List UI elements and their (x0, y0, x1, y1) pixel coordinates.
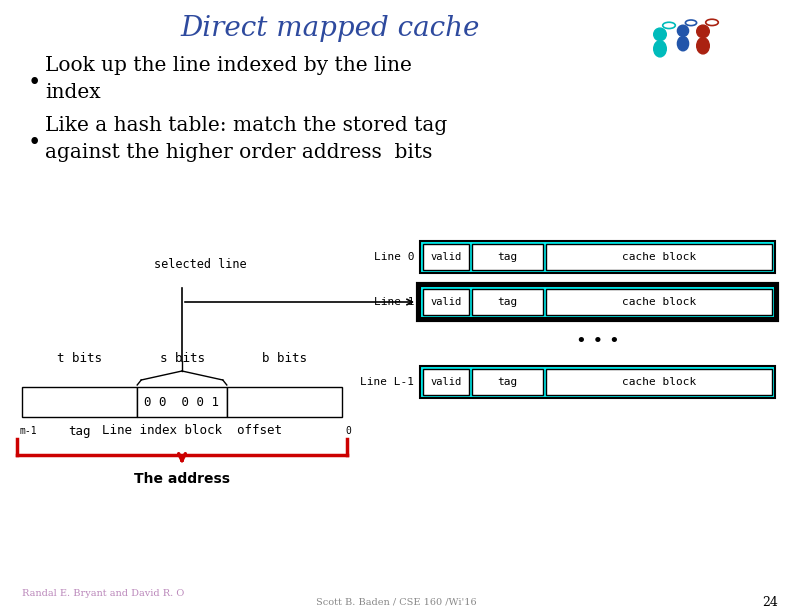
Text: cache block: cache block (622, 252, 696, 262)
Bar (546, 369, 772, 395)
Text: cache block: cache block (622, 377, 696, 387)
Circle shape (677, 25, 688, 36)
Text: The address: The address (134, 472, 230, 486)
Text: Line 1: Line 1 (374, 297, 414, 307)
Bar (472, 369, 543, 395)
Text: Scott B. Baden / CSE 160 /Wi'16: Scott B. Baden / CSE 160 /Wi'16 (316, 597, 476, 606)
Bar (420, 286, 775, 318)
Text: Direct mapped cache: Direct mapped cache (181, 15, 480, 42)
Ellipse shape (697, 38, 710, 54)
Text: Line index block  offset: Line index block offset (102, 425, 282, 438)
Text: tag: tag (497, 377, 518, 387)
Circle shape (653, 28, 666, 41)
Text: 24: 24 (762, 595, 778, 608)
Circle shape (697, 25, 710, 38)
Text: •: • (28, 70, 41, 94)
Text: t bits: t bits (57, 353, 102, 365)
Text: b bits: b bits (262, 353, 307, 365)
Text: tag: tag (68, 425, 91, 438)
Text: Look up the line indexed by the line
index: Look up the line indexed by the line ind… (45, 56, 412, 102)
Ellipse shape (663, 22, 676, 29)
Bar (472, 244, 543, 270)
Bar (137, 387, 227, 417)
Ellipse shape (706, 19, 718, 26)
Bar (420, 366, 775, 398)
Text: m-1: m-1 (20, 426, 38, 436)
Text: •: • (28, 130, 41, 154)
Text: valid: valid (430, 252, 462, 262)
Text: s bits: s bits (159, 353, 204, 365)
Text: Line 0: Line 0 (374, 252, 414, 262)
Bar (423, 289, 469, 315)
Bar (423, 244, 469, 270)
Text: 0 0  0 0 1: 0 0 0 0 1 (144, 395, 219, 408)
Bar (227, 387, 342, 417)
Bar (423, 369, 469, 395)
Text: 0: 0 (345, 426, 351, 436)
Bar (22, 387, 137, 417)
Bar (420, 241, 775, 273)
Text: valid: valid (430, 297, 462, 307)
Ellipse shape (677, 36, 688, 51)
Text: Line L-1: Line L-1 (360, 377, 414, 387)
Text: Like a hash table: match the stored tag
against the higher order address  bits: Like a hash table: match the stored tag … (45, 116, 447, 162)
Text: selected line: selected line (154, 258, 246, 271)
Bar (546, 289, 772, 315)
Bar (472, 289, 543, 315)
Text: tag: tag (497, 297, 518, 307)
Text: valid: valid (430, 377, 462, 387)
Bar (418, 284, 777, 320)
Text: Randal E. Bryant and David R. O: Randal E. Bryant and David R. O (22, 589, 185, 599)
Text: tag: tag (497, 252, 518, 262)
Ellipse shape (653, 41, 666, 57)
Text: cache block: cache block (622, 297, 696, 307)
Ellipse shape (685, 20, 697, 26)
Bar (546, 244, 772, 270)
Text: • • •: • • • (576, 332, 619, 350)
